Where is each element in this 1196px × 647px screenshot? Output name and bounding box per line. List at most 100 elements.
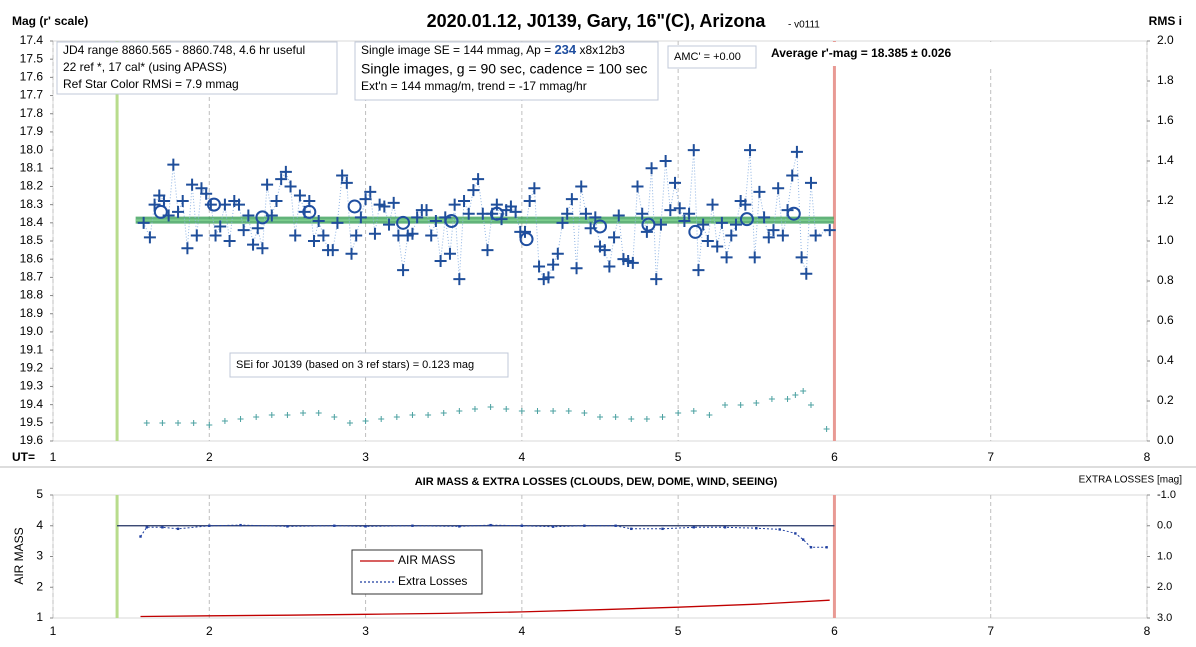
y-tick-label: 19.6 <box>20 433 44 447</box>
sei-point <box>378 416 385 422</box>
data-point <box>823 224 836 237</box>
data-point <box>378 200 391 213</box>
data-point <box>462 207 475 220</box>
y-tick-label: 19.5 <box>20 415 44 429</box>
y2-tick-label: 0.0 <box>1157 433 1174 447</box>
data-point <box>687 144 700 157</box>
data-point <box>720 251 733 264</box>
data-point <box>570 262 583 275</box>
sei-point <box>456 408 463 414</box>
data-point <box>186 178 199 191</box>
y-tick-label: 17.9 <box>20 124 44 138</box>
data-point <box>350 229 363 242</box>
line-marker <box>825 546 828 549</box>
sei-point <box>425 412 432 418</box>
sei-point <box>518 408 525 414</box>
data-point <box>809 229 822 242</box>
x-tick-label: 5 <box>675 450 682 464</box>
data-point <box>275 173 288 186</box>
data-point <box>214 220 227 233</box>
annotation-text: Ext'n = 144 mmag/m, trend = -17 mmag/hr <box>361 79 587 93</box>
y-tick-label: 19.3 <box>20 379 44 393</box>
data-point <box>776 229 789 242</box>
y-tick-label: 18.1 <box>20 160 44 174</box>
sei-point <box>503 406 510 412</box>
data-point <box>697 218 710 231</box>
data-point <box>795 251 808 264</box>
data-point <box>762 231 775 244</box>
average-point <box>519 232 534 247</box>
data-point <box>336 169 349 182</box>
line-marker <box>551 525 555 528</box>
line-marker <box>411 524 414 527</box>
y2-tick-label: 1.2 <box>1157 193 1174 207</box>
y-tick-label: 19.1 <box>20 342 44 356</box>
data-point <box>758 211 771 224</box>
annotation-segment: Average r'-mag = <box>771 46 871 60</box>
data-point <box>547 258 560 271</box>
sei-point <box>706 412 713 418</box>
x-tick-label: 7 <box>987 450 994 464</box>
y-tick-label: 18.4 <box>20 215 44 229</box>
sei-point <box>206 422 213 428</box>
y-tick-label: 17.8 <box>20 106 44 120</box>
y2-tick-label: 1.4 <box>1157 153 1174 167</box>
x-axis-label: UT= <box>12 450 35 464</box>
x-tick-label: 2 <box>206 450 213 464</box>
data-point <box>626 256 639 269</box>
data-point <box>293 189 306 202</box>
data-point <box>631 180 644 193</box>
y-tick-label: 18.6 <box>20 251 44 265</box>
series-line <box>140 599 830 618</box>
data-point <box>326 244 339 257</box>
data-point <box>753 185 766 198</box>
data-point <box>608 231 621 244</box>
legend-label: Extra Losses <box>398 574 467 588</box>
data-point <box>772 182 785 195</box>
data-point <box>636 207 649 220</box>
average-point <box>302 204 317 219</box>
data-point <box>397 264 410 277</box>
y-tick-label: 18.5 <box>20 233 44 247</box>
data-point <box>518 225 531 238</box>
data-point <box>683 207 696 220</box>
data-point <box>706 198 719 211</box>
data-point <box>312 215 325 227</box>
data-point <box>270 195 283 207</box>
sei-point <box>722 402 729 408</box>
x-tick-label: 4 <box>519 624 526 638</box>
x-tick-label: 6 <box>831 624 838 638</box>
annotation-segment: Single image SE = 144 mmag, Ap = <box>361 43 554 57</box>
data-point <box>364 185 377 198</box>
data-point <box>354 211 367 224</box>
y-tick-label: 17.7 <box>20 88 44 102</box>
annotation-box <box>765 42 993 66</box>
sei-point <box>159 420 166 426</box>
data-point <box>247 238 260 251</box>
series-line <box>140 524 827 548</box>
line-marker <box>809 546 813 549</box>
line-marker <box>520 524 524 527</box>
line-marker <box>364 525 367 528</box>
data-point <box>533 260 546 273</box>
sei-point <box>534 408 541 414</box>
average-point <box>153 204 168 219</box>
data-point <box>678 215 691 227</box>
x-tick-label: 8 <box>1144 624 1151 638</box>
y2-tick-label: 1.0 <box>1157 550 1172 562</box>
data-point <box>715 216 728 229</box>
x-tick-label: 7 <box>987 624 994 638</box>
data-point <box>669 176 682 189</box>
data-point <box>575 180 588 193</box>
annotation-segment: 234 <box>554 42 576 57</box>
data-point <box>579 207 592 220</box>
data-point <box>429 215 442 227</box>
annotation-box <box>56 41 338 95</box>
y2-tick-label: 0.2 <box>1157 393 1174 407</box>
data-point <box>528 182 541 195</box>
line-marker <box>630 527 633 531</box>
line-marker <box>583 524 586 527</box>
chart-title: 2020.01.12, J0139, Gary, 16"(C), Arizona <box>427 11 767 31</box>
y-tick-label: 3 <box>36 549 43 563</box>
